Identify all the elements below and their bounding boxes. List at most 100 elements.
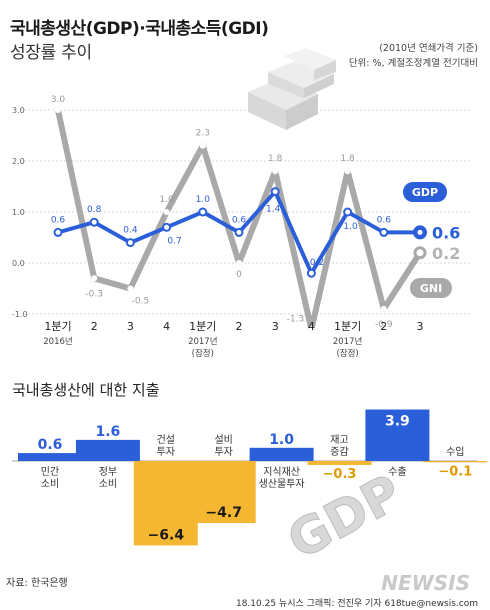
bar-value-label: −0.1 [438,464,472,479]
bar-value-label: 1.6 [95,424,120,440]
y-tick-label: 1.0 [12,208,25,217]
bar-category-label: 지식재산 [263,466,300,478]
gni-legend-badge [410,278,452,298]
bar-category-label: 투자 [214,446,232,458]
bar-category-label: 건설 [157,434,175,446]
x-tick-label: 3 [127,320,134,333]
gdp-point [125,238,135,248]
x-sub-label: 2017년 [188,336,217,347]
y-tick-label: 3.0 [12,106,25,115]
gdp-legend-label: GDP [412,186,438,199]
bar-category-label: 생산물투자 [259,478,305,490]
expenditure-bar [191,461,256,524]
expenditure-bar [307,461,372,465]
gni-point [413,246,427,260]
gni-value-label: 0.2 [432,244,460,263]
bar-value-label: −6.4 [148,527,185,543]
expenditure-bar [423,461,488,463]
bar-category-label: 수출 [388,466,406,478]
x-sub-label: (잠정) [336,348,358,359]
expenditure-bar [133,461,198,546]
y-tick-label: -1.0 [12,310,28,319]
y-tick-label: 2.0 [12,157,25,166]
expenditure-bar [75,439,140,461]
bar-category-label: 설비 [214,434,232,446]
gdp-value-label: 0.7 [167,236,181,246]
gni-point [380,305,387,312]
expenditure-chart-title: 국내총생산에 대한 지출 [12,381,160,399]
bar-value-label: 0.6 [38,437,63,453]
gni-value-label: 2.3 [196,129,210,139]
gdp-point [162,222,172,232]
gdp-point [53,227,63,237]
expenditure-bar [18,453,82,461]
gdp-value-label: 0.6 [232,215,247,225]
gni-point [55,107,61,113]
gni-point [272,168,279,175]
x-tick-label: 2 [380,320,387,333]
gni-point [199,142,206,149]
gdp-point [198,207,208,217]
expenditure-bar [365,409,430,461]
x-tick-label: 3 [417,320,424,333]
basis-note: (2010년 연쇄가격 기준) [379,43,478,54]
gdp-legend-badge [403,182,447,202]
bar-category-label: 소비 [99,478,117,490]
page-title: 국내총생산(GDP)·국내총소득(GDI) [10,19,269,39]
gdp-point [343,207,353,217]
gdp-point [379,227,389,237]
bar-value-label: 3.9 [385,414,410,430]
bar-category-label: 수입 [446,445,464,458]
newsis-watermark: NEWSIS [381,571,470,595]
gni-value-label: -0.5 [132,297,150,307]
gni-value-label: 1.8 [340,154,355,164]
gni-value-label: 1.8 [268,154,283,164]
source-note: 자료: 한국은행 [6,578,68,589]
bar-category-label: 증감 [330,446,348,458]
bar-value-label: 1.0 [269,432,294,448]
x-sub-label: 2017년 [333,336,362,347]
growth-line-chart: -1.0 0.0 1.0 2.0 3.0 3.0 -0.3 -0.5 1.0 2.3 0 1.8 -1.… [12,95,472,359]
x-tick-label: 2 [236,320,243,333]
gdp-point [270,187,280,197]
unit-note: 단위: %, 계절조정계열 전기대비 [348,58,478,69]
gdp-point [306,268,316,278]
bar-value-label: −0.3 [323,467,357,482]
y-tick-label: 0.0 [12,259,25,268]
gni-value-label: 1.0 [159,195,174,205]
bar-category-label: 정부 [99,466,117,478]
credit-line: 18.10.25 뉴시스 그래픽: 전진우 기자 618tue@newsis.c… [235,599,478,609]
gni-value-label: 3.0 [51,95,66,105]
gdp-point [234,227,244,237]
gdp-value-label: 0.6 [51,215,66,225]
bar-category-label: 민간 [41,466,59,478]
x-sub-label: (잠정) [192,348,214,359]
gni-value-label: 0 [236,270,242,280]
x-sub-label: 2016년 [43,336,72,347]
gdp-value-label: 1.4 [266,205,281,215]
bar-category-label: 재고 [330,434,348,446]
stacked-blocks-illustration [248,48,336,130]
gni-point [163,209,170,215]
bar-category-label: 소비 [41,478,59,490]
gdp-value-label: 0.6 [432,223,460,242]
gdp-value-label: 1.0 [343,222,358,232]
gni-value-label: -1.3 [287,314,305,324]
gni-value-label: -0.9 [375,320,393,330]
gdp-value-label: 0.8 [87,205,102,215]
gni-legend-label: GNI [420,282,442,295]
gdp-value-label: 1.0 [196,195,211,205]
x-tick-label: 2 [91,320,98,333]
page-subtitle: 성장률 추이 [10,43,92,63]
gni-point [344,168,351,175]
x-tick-label: 1분기 [44,320,71,333]
gdp-last-point-dot [417,229,423,235]
x-tick-label: 1분기 [334,320,361,333]
gdp-value-label: -0.2 [307,258,325,268]
x-tick-label: 1분기 [189,320,216,333]
gni-value-label: -0.3 [85,289,103,299]
gni-point [127,285,134,292]
